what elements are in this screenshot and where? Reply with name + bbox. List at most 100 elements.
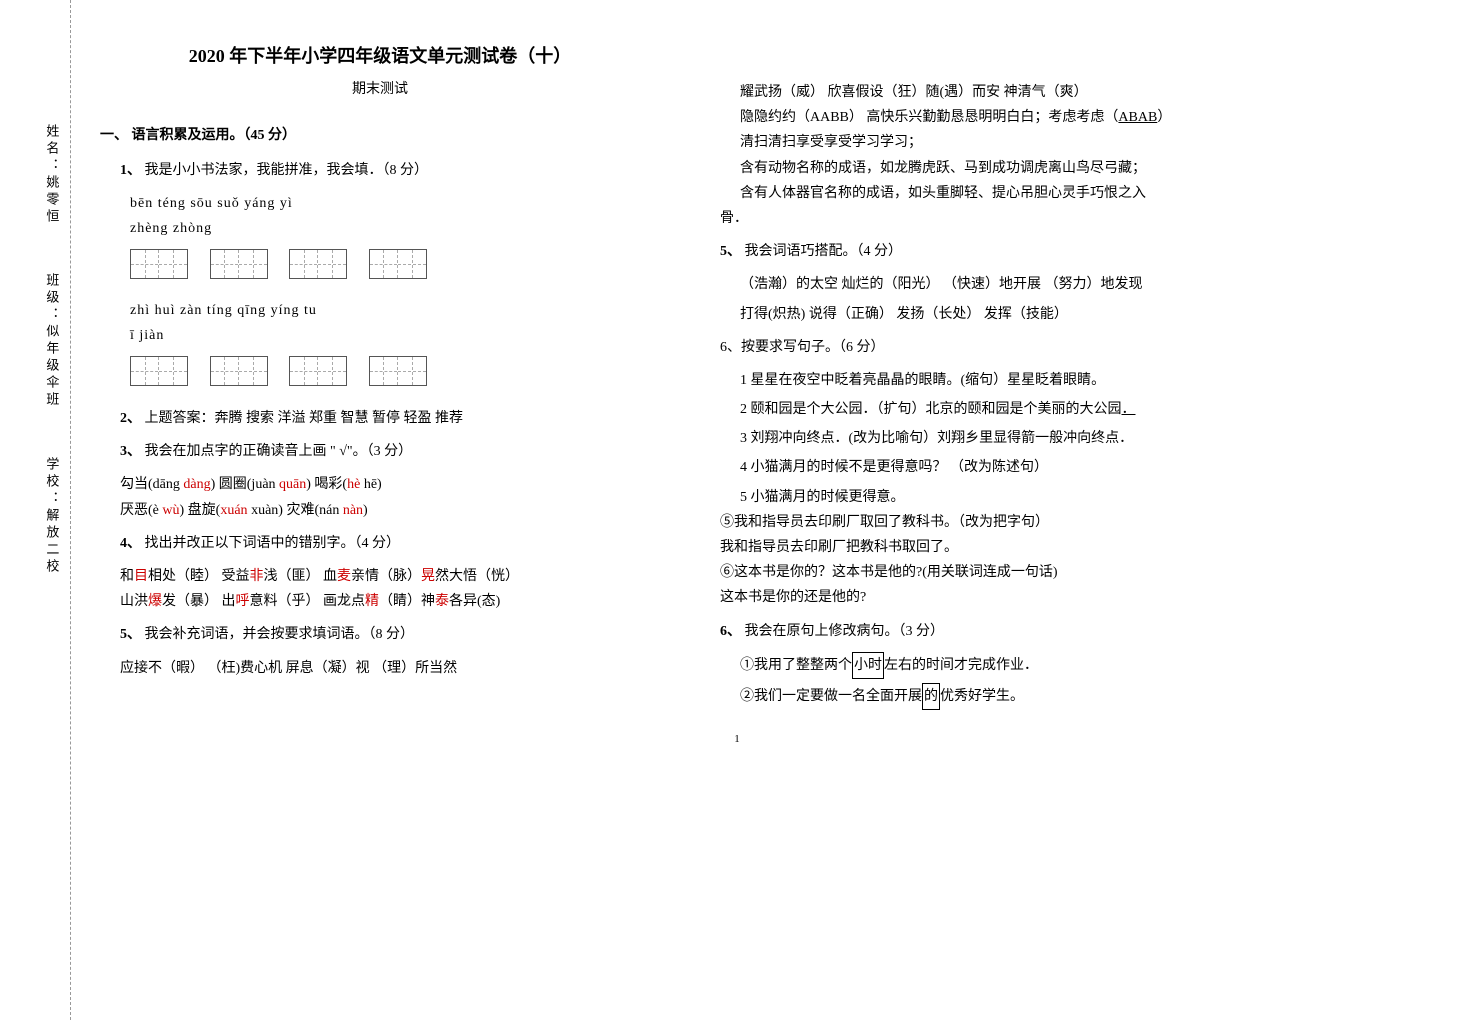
q4-l2b: 爆 xyxy=(148,594,162,609)
q3-line2: 厌恶(è wù) 盘旋(xuán xuàn) 灾难(nán nàn) xyxy=(120,498,660,523)
q6b-text: 我会在原句上修改病句。（3 分） xyxy=(745,624,945,639)
q6b-i1c: 左右的时间才完成作业． xyxy=(884,658,1038,673)
q3-l2d: xuán xyxy=(220,503,247,518)
q3: 3、 我会在加点字的正确读音上画 " √"。（3 分） xyxy=(120,439,660,464)
page-container: 2020 年下半年小学四年级语文单元测试卷（十） 期末测试 一、 语言积累及运用… xyxy=(90,40,1454,710)
q4-num: 4、 xyxy=(120,536,141,551)
q6-i7a: 这本书是你的还是他的? xyxy=(720,585,1280,610)
q4: 4、 找出并改正以下词语中的错别字。（4 分） xyxy=(120,531,660,556)
q3-l1d: quān xyxy=(279,477,306,492)
char-group xyxy=(210,249,268,279)
q3-l1e: ) 喝彩( xyxy=(306,477,347,492)
q6b-i2c: 优秀好学生。 xyxy=(940,689,1024,704)
q5b-l2: 打得(炽热) 说得（正确） 发扬（长处） 发挥（技能） xyxy=(740,302,1280,327)
q4-l1a: 和 xyxy=(120,569,134,584)
q6-i3: 3 刘翔冲向终点．(改为比喻句）刘翔乡里显得箭一般冲向终点． xyxy=(740,426,1280,451)
side-class: 班级：似年级伞班 xyxy=(40,273,63,409)
q4-l1d: 非 xyxy=(250,569,264,584)
char-group xyxy=(369,356,427,386)
q4-l2d: 呼 xyxy=(236,594,250,609)
q4-l1c: 相处（睦） 受益 xyxy=(148,569,250,584)
q3-l2a: 厌恶(è xyxy=(120,503,162,518)
c2-l2b: ABAB xyxy=(1118,110,1157,125)
q6-i2a: 2 颐和园是个大公园．（扩句）北京的颐和园是个美丽的大公园 xyxy=(740,402,1122,417)
q6b-i2: ②我们一定要做一名全面开展的优秀好学生。 xyxy=(740,683,1280,710)
q4-l1e: 浅（匪） 血 xyxy=(264,569,338,584)
c2-line5: 含有人体器官名称的成语，如头重脚轻、提心吊胆心灵手巧恨之入 xyxy=(740,181,1280,206)
q6-i6a: 我和指导员去印刷厂把教科书取回了。 xyxy=(720,535,1280,560)
q6-i7: ⑥这本书是你的？这本书是他的?(用关联词连成一句话) xyxy=(720,560,1280,585)
q4-l1b: 目 xyxy=(134,569,148,584)
q6: 6、按要求写句子。（6 分） xyxy=(720,335,1280,360)
q6b-i2a: ②我们一定要做一名全面开展 xyxy=(740,689,922,704)
q4-line1: 和目相处（睦） 受益非浅（匪） 血麦亲情（脉）晃然大悟（恍） xyxy=(120,564,660,589)
c2-l2c: ） xyxy=(1157,110,1171,125)
q4-l1i: 然大悟（恍） xyxy=(435,569,519,584)
q4-text: 找出并改正以下词语中的错别字。（4 分） xyxy=(145,536,401,551)
c2-line1: 耀武扬（威） 欣喜假设（狂）随(遇）而安 神清气（爽） xyxy=(740,80,1280,105)
q6-i2b: ． xyxy=(1122,402,1136,417)
q2-text: 上题答案：奔腾 搜索 洋溢 郑重 智慧 暂停 轻盈 推荐 xyxy=(145,411,464,426)
q5b: 5、 我会词语巧搭配。（4 分） xyxy=(720,239,1280,264)
q6-i5: 5 小猫满月的时候更得意。 xyxy=(740,485,1280,510)
q6-i2: 2 颐和园是个大公园．（扩句）北京的颐和园是个美丽的大公园． xyxy=(740,397,1280,422)
q4-l2g: （睛）神 xyxy=(379,594,435,609)
char-row-2 xyxy=(130,356,660,394)
q1-text: 我是小小书法家，我能拼准，我会填．（8 分） xyxy=(145,163,429,178)
char-group xyxy=(369,249,427,279)
q3-l2c: ) 盘旋( xyxy=(180,503,221,518)
c2-line3: 清扫清扫享受享受学习学习； xyxy=(740,130,1280,155)
q5b-l1: （浩瀚）的太空 灿烂的（阳光） （快速）地开展 （努力）地发现 xyxy=(740,272,1280,297)
q3-l1b: dàng xyxy=(183,477,210,492)
c2-line2: 隐隐约约（AABB） 高快乐兴勤勤恳恳明明白白；考虑考虑（ABAB） xyxy=(740,105,1280,130)
q3-l1c: ) 圆圈(juàn xyxy=(211,477,279,492)
side-labels: 姓名：姚零恒 班级：似年级伞班 学校：解放二校 xyxy=(40,100,63,600)
q3-l1f: hè xyxy=(347,477,360,492)
q3-l2b: wù xyxy=(162,503,179,518)
char-group xyxy=(130,356,188,386)
q3-l1a: 勾当(dāng xyxy=(120,477,183,492)
q4-l1h: 晃 xyxy=(421,569,435,584)
q3-l2g: ) xyxy=(363,503,368,518)
q4-l2e: 意料（乎） 画龙点 xyxy=(250,594,366,609)
side-name: 姓名：姚零恒 xyxy=(40,124,63,226)
q3-line1: 勾当(dāng dàng) 圆圈(juàn quān) 喝彩(hè hē) xyxy=(120,472,660,497)
binding-line xyxy=(70,0,71,1020)
q1-pinyin-2: zhèng zhòng xyxy=(130,216,660,241)
q6b: 6、 我会在原句上修改病句。（3 分） xyxy=(720,619,1280,644)
q6b-num: 6、 xyxy=(720,624,741,639)
q5b-num: 5、 xyxy=(720,244,741,259)
q6-i1: 1 星星在夜空中眨着亮晶晶的眼睛。(缩句）星星眨着眼睛。 xyxy=(740,368,1280,393)
char-group xyxy=(210,356,268,386)
left-column: 2020 年下半年小学四年级语文单元测试卷（十） 期末测试 一、 语言积累及运用… xyxy=(90,40,670,710)
c2-line4: 含有动物名称的成语，如龙腾虎跃、马到成功调虎离山鸟尽弓藏； xyxy=(740,156,1280,181)
q5-num: 5、 xyxy=(120,627,141,642)
char-group xyxy=(130,249,188,279)
q2: 2、 上题答案：奔腾 搜索 洋溢 郑重 智慧 暂停 轻盈 推荐 xyxy=(120,406,660,431)
char-group xyxy=(289,249,347,279)
q3-l1g: hē) xyxy=(360,477,381,492)
q6-i6: ⑤我和指导员去印刷厂取回了教科书。（改为把字句） xyxy=(720,510,1280,535)
q6-i4: 4 小猫满月的时候不是更得意吗？ （改为陈述句） xyxy=(740,455,1280,480)
q4-l2a: 山洪 xyxy=(120,594,148,609)
q4-l2h: 泰 xyxy=(435,594,449,609)
q1: 1、 我是小小书法家，我能拼准，我会填．（8 分） xyxy=(120,158,660,183)
q6b-i2b: 的 xyxy=(922,683,940,710)
char-group xyxy=(289,356,347,386)
q1-pinyin-3: zhì huì zàn tíng qīng yíng tu xyxy=(130,298,660,323)
q2-num: 2、 xyxy=(120,411,141,426)
c2-line6: 骨． xyxy=(720,206,1280,231)
q4-l2i: 各异(态) xyxy=(449,594,500,609)
q4-l2c: 发（暴） 出 xyxy=(162,594,236,609)
q4-l1g: 亲情（脉） xyxy=(351,569,421,584)
q1-num: 1、 xyxy=(120,163,141,178)
q6b-i1a: ①我用了整整两个 xyxy=(740,658,852,673)
q3-l2e: xuàn) 灾难(nán xyxy=(248,503,343,518)
doc-subtitle: 期末测试 xyxy=(100,77,660,102)
q3-text: 我会在加点字的正确读音上画 " √"。（3 分） xyxy=(145,444,413,459)
q5-line1: 应接不（暇） （枉)费心机 屏息（凝）视 （理）所当然 xyxy=(120,656,660,681)
doc-title: 2020 年下半年小学四年级语文单元测试卷（十） xyxy=(100,40,660,72)
section-1-heading: 一、 语言积累及运用。（45 分） xyxy=(100,123,660,148)
q3-l2f: nàn xyxy=(343,503,363,518)
q4-l2f: 精 xyxy=(365,594,379,609)
